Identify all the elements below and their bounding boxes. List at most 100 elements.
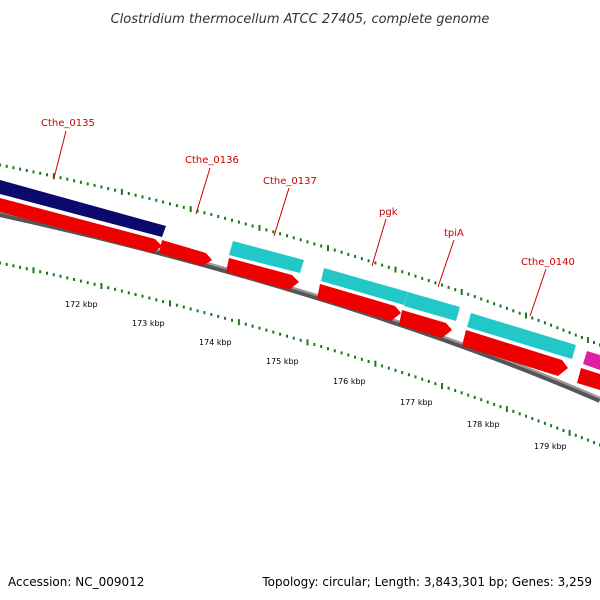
minor-tick: [155, 298, 158, 302]
minor-tick: [394, 368, 397, 372]
minor-tick: [593, 441, 595, 445]
inner-tick-ring: [0, 261, 600, 447]
minor-tick: [5, 262, 8, 266]
outer-tick-ring: [0, 163, 600, 347]
minor-tick: [467, 393, 470, 397]
minor-tick: [320, 244, 323, 248]
minor-tick: [46, 173, 48, 177]
cds-feature-pgk[interactable]: [317, 284, 401, 321]
minor-tick: [148, 197, 151, 201]
minor-tick: [279, 232, 282, 236]
minor-tick: [505, 306, 508, 310]
gene-feature-cthe-0140[interactable]: [467, 313, 576, 359]
cds-feature-cthe-0137[interactable]: [226, 258, 299, 290]
minor-tick: [79, 180, 82, 184]
cds-feature-cthe-0140[interactable]: [462, 330, 568, 376]
minor-tick: [107, 286, 110, 290]
kbp-label: 178 kbp: [467, 420, 500, 429]
minor-tick: [306, 240, 309, 244]
minor-tick: [244, 222, 247, 226]
minor-tick: [265, 328, 268, 332]
gene-feature-tpiA[interactable]: [404, 292, 460, 321]
minor-tick: [66, 276, 69, 280]
cds-feature-cthe-0136[interactable]: [159, 240, 212, 266]
cds-feature-edge[interactable]: [577, 368, 600, 390]
minor-tick: [25, 267, 28, 271]
minor-tick: [237, 220, 240, 224]
minor-tick: [224, 216, 227, 220]
gene-label[interactable]: Cthe_0136: [185, 155, 239, 166]
major-tick: [258, 224, 261, 231]
minor-tick: [427, 279, 430, 283]
major-tick: [306, 339, 309, 346]
minor-tick: [537, 419, 540, 423]
minor-tick: [313, 242, 316, 246]
cds-feature-cthe-0135[interactable]: [0, 198, 162, 253]
minor-tick: [401, 270, 404, 274]
minor-tick: [39, 270, 42, 274]
minor-tick: [512, 309, 515, 313]
minor-tick: [354, 255, 357, 258]
minor-tick: [231, 318, 233, 322]
minor-tick: [421, 276, 424, 280]
minor-tick: [512, 409, 515, 413]
minor-tick: [19, 265, 22, 269]
minor-tick: [531, 417, 534, 420]
minor-tick: [414, 274, 417, 278]
minor-tick: [292, 236, 295, 240]
minor-tick: [360, 257, 363, 261]
gene-label[interactable]: tpiA: [444, 228, 464, 239]
minor-tick: [66, 177, 69, 181]
minor-tick: [299, 338, 302, 342]
minor-tick: [543, 421, 546, 425]
minor-tick: [203, 311, 206, 315]
minor-tick: [210, 213, 213, 217]
cds-feature-tpiA[interactable]: [399, 310, 452, 338]
gene-feature-magenta[interactable]: [583, 351, 600, 370]
kbp-label: 172 kbp: [65, 300, 98, 309]
minor-tick: [12, 264, 15, 268]
minor-tick: [217, 215, 220, 218]
major-tick: [52, 173, 55, 180]
minor-tick: [0, 261, 1, 265]
minor-tick: [499, 304, 502, 308]
minor-tick: [46, 271, 48, 275]
minor-tick: [189, 307, 192, 311]
kbp-label: 175 kbp: [266, 357, 299, 366]
minor-tick: [421, 377, 424, 381]
minor-tick: [493, 302, 496, 306]
kbp-label: 179 kbp: [534, 442, 567, 451]
minor-tick: [447, 285, 450, 289]
major-tick: [32, 267, 35, 274]
minor-tick: [401, 371, 404, 374]
minor-tick: [556, 326, 559, 330]
gene-label[interactable]: pgk: [379, 207, 398, 218]
minor-tick: [59, 274, 62, 278]
minor-tick: [169, 202, 171, 206]
gene-feature-cthe-0135[interactable]: [0, 180, 166, 237]
minor-tick: [86, 281, 89, 285]
minor-tick: [182, 305, 185, 309]
genome-summary-text: Topology: circular; Length: 3,843,301 bp…: [261, 575, 592, 589]
minor-tick: [39, 171, 42, 175]
minor-tick: [292, 336, 295, 340]
gene-label[interactable]: Cthe_0135: [41, 118, 95, 129]
minor-tick: [562, 429, 565, 432]
minor-tick: [531, 316, 534, 320]
minor-tick: [79, 279, 82, 283]
gene-label[interactable]: Cthe_0140: [521, 257, 575, 268]
kbp-label: 174 kbp: [199, 338, 232, 347]
map-title: Clostridium thermocellum ATCC 27405, com…: [111, 12, 490, 27]
minor-tick: [525, 414, 527, 418]
major-tick: [568, 429, 571, 436]
minor-tick: [141, 195, 144, 199]
gene-feature-pgk[interactable]: [321, 268, 408, 305]
gene-label[interactable]: Cthe_0137: [263, 176, 317, 187]
minor-tick: [100, 185, 103, 189]
minor-tick: [286, 334, 288, 338]
minor-tick: [340, 351, 343, 355]
minor-tick: [86, 182, 89, 186]
minor-tick: [467, 292, 470, 296]
minor-tick: [499, 405, 502, 409]
gene-feature-cthe-0137[interactable]: [229, 241, 304, 273]
